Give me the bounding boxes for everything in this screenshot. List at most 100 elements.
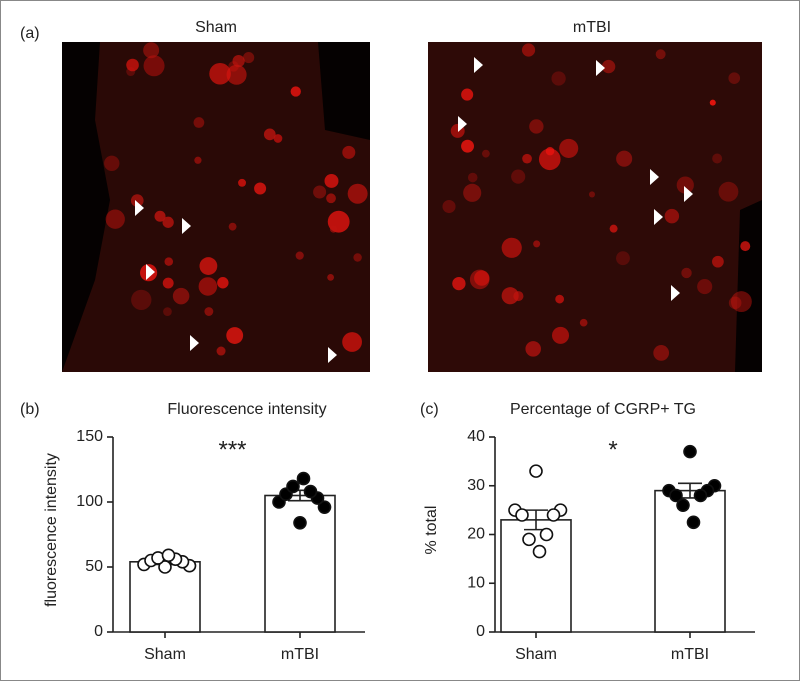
arrowhead	[474, 57, 483, 73]
cell	[730, 291, 752, 313]
cell	[193, 117, 205, 128]
data-point	[539, 527, 554, 542]
cell	[290, 86, 301, 97]
arrowhead	[328, 347, 337, 363]
cell	[681, 267, 692, 279]
chart-title: Percentage of CGRP+ TG	[510, 401, 696, 418]
bar	[654, 489, 726, 633]
data-point	[293, 515, 307, 530]
cell	[501, 287, 519, 305]
data-point	[683, 444, 697, 459]
cell	[228, 222, 237, 231]
data-point	[529, 464, 543, 478]
cell	[709, 99, 716, 106]
data-point	[522, 532, 536, 547]
y-axis-label: fluorescence intensity	[43, 453, 60, 607]
cell	[533, 240, 541, 248]
y-tick-label: 0	[476, 623, 485, 640]
cell	[728, 72, 741, 84]
y-tick-label: 100	[76, 493, 103, 510]
y-axis-label: % total	[423, 506, 440, 555]
cell	[342, 332, 362, 352]
x-tick-label: Sham	[515, 646, 557, 663]
cell	[327, 273, 335, 281]
cell	[172, 287, 190, 305]
cell	[199, 257, 218, 275]
cell	[676, 176, 694, 194]
cell	[326, 193, 336, 204]
cell	[555, 294, 565, 304]
data-point	[296, 471, 311, 486]
cell	[452, 276, 466, 291]
cell	[461, 139, 475, 153]
cell	[342, 145, 356, 159]
arrowhead	[135, 200, 144, 216]
cell	[204, 307, 214, 316]
significance: ***	[218, 436, 246, 463]
panel-label: (b)	[20, 401, 40, 418]
y-tick-label: 40	[467, 428, 485, 445]
significance: *	[608, 436, 617, 463]
cell	[728, 296, 742, 310]
data-point	[161, 548, 176, 563]
cell	[162, 277, 174, 289]
cell	[126, 58, 139, 72]
micrographs	[62, 42, 762, 372]
cell	[609, 224, 618, 233]
cell	[313, 185, 327, 199]
cell	[664, 208, 680, 224]
cell	[551, 71, 566, 86]
image-title: mTBI	[573, 19, 611, 36]
bar	[264, 494, 336, 633]
arrowhead	[671, 285, 680, 301]
cell	[525, 341, 541, 357]
bar	[500, 519, 572, 633]
x-tick-label: Sham	[144, 646, 186, 663]
data-point	[317, 500, 332, 515]
cell	[216, 346, 226, 356]
cell	[104, 155, 120, 172]
cell	[529, 119, 544, 134]
panel-label: (c)	[420, 401, 439, 418]
cell	[469, 269, 490, 290]
data-point	[515, 508, 529, 522]
x-tick-label: mTBI	[671, 646, 709, 663]
data-point	[546, 508, 561, 522]
cell	[474, 270, 490, 286]
data-point	[303, 484, 318, 499]
cell	[209, 62, 231, 85]
cell	[579, 318, 588, 327]
cell	[217, 277, 229, 289]
cell	[324, 173, 339, 188]
cell	[653, 345, 670, 361]
image-title: Sham	[195, 19, 237, 36]
arrowhead	[596, 60, 605, 76]
cell	[559, 138, 579, 158]
data-point	[693, 488, 708, 503]
cell	[273, 134, 283, 143]
cell	[442, 199, 456, 214]
cell	[601, 59, 616, 74]
cell	[126, 67, 136, 77]
arrowhead	[182, 218, 191, 234]
data-point	[669, 488, 683, 503]
cell	[295, 251, 304, 260]
cell	[226, 64, 247, 85]
cell	[463, 183, 482, 202]
cell	[194, 156, 202, 164]
data-point	[686, 515, 701, 530]
cell	[655, 49, 666, 60]
cell	[712, 255, 724, 268]
cell	[105, 209, 125, 229]
arrowhead	[458, 116, 467, 132]
dark-region	[62, 42, 110, 372]
y-tick-label: 50	[85, 558, 103, 575]
cell	[232, 54, 245, 68]
sham-image	[62, 42, 370, 372]
cell	[461, 88, 474, 101]
cell	[501, 237, 522, 258]
data-point	[676, 498, 690, 513]
cell	[521, 43, 536, 57]
arrowhead	[146, 264, 155, 280]
y-tick-label: 20	[467, 526, 485, 543]
